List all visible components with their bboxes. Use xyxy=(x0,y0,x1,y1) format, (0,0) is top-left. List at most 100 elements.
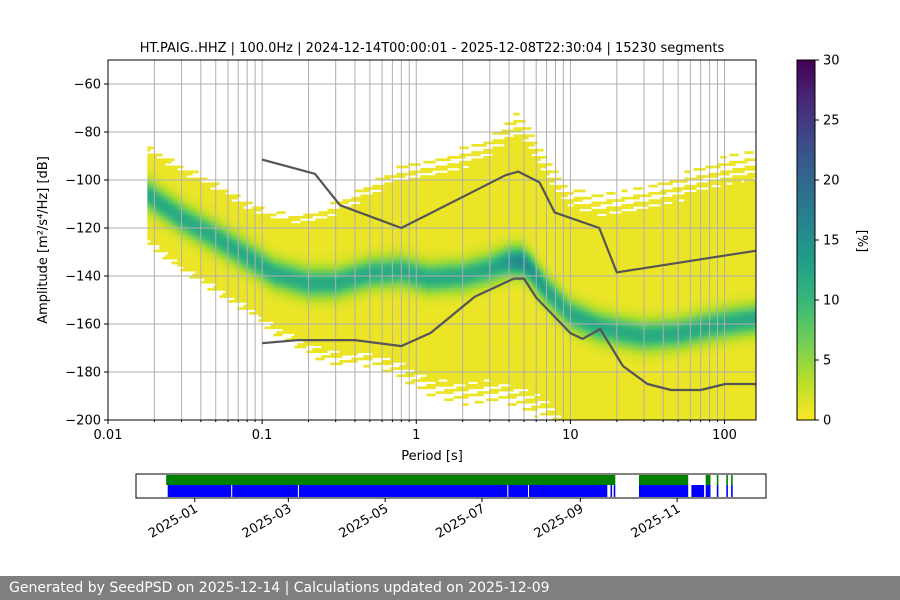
heatmap-cell xyxy=(345,225,349,229)
heatmap-cell xyxy=(381,316,385,320)
heatmap-cell xyxy=(201,201,205,205)
heatmap-cell xyxy=(321,228,325,231)
heatmap-cell xyxy=(327,319,331,322)
heatmap-cell xyxy=(171,211,175,214)
heatmap-cell xyxy=(372,292,376,296)
heatmap-cell xyxy=(264,300,268,303)
heatmap-cell xyxy=(363,218,367,222)
heatmap-cell xyxy=(165,184,169,188)
heatmap-cell xyxy=(354,314,358,318)
heatmap-cell xyxy=(360,307,364,310)
heatmap-cell xyxy=(198,261,202,265)
heatmap-cell xyxy=(306,225,310,229)
heatmap-cell xyxy=(183,244,187,248)
heatmap-cell xyxy=(405,355,409,358)
heatmap-cell xyxy=(411,331,415,334)
heatmap-cell xyxy=(372,314,376,318)
heatmap-cell xyxy=(156,228,160,231)
heatmap-cell xyxy=(405,189,409,193)
heatmap-cell xyxy=(297,216,301,219)
heatmap-cell xyxy=(192,196,196,200)
heatmap-cell xyxy=(342,326,346,330)
heatmap-cell xyxy=(309,266,313,270)
heatmap-cell xyxy=(381,345,385,349)
heatmap-cell xyxy=(312,348,316,351)
heatmap-cell xyxy=(363,348,367,351)
heatmap-cell xyxy=(378,240,382,243)
heatmap-cell xyxy=(411,357,415,361)
heatmap-cell xyxy=(258,225,262,229)
heatmap-cell xyxy=(183,249,187,253)
heatmap-cell xyxy=(405,230,409,234)
heatmap-cell xyxy=(324,292,328,296)
heatmap-cell xyxy=(282,244,286,248)
heatmap-cell xyxy=(381,244,385,248)
heatmap-cell xyxy=(306,256,310,260)
heatmap-cell xyxy=(282,264,286,267)
heatmap-cell xyxy=(312,268,316,272)
heatmap-cell xyxy=(381,319,385,322)
heatmap-cell xyxy=(174,184,178,188)
heatmap-cell xyxy=(387,297,391,301)
heatmap-cell xyxy=(363,285,367,289)
heatmap-cell xyxy=(348,254,352,258)
heatmap-cell xyxy=(231,204,235,207)
heatmap-cell xyxy=(342,280,346,284)
heatmap-cell xyxy=(171,175,175,178)
heatmap-cell xyxy=(213,216,217,219)
heatmap-cell xyxy=(231,242,235,246)
heatmap-cell xyxy=(402,336,406,339)
heatmap-cell xyxy=(336,290,340,294)
heatmap-cell xyxy=(315,316,319,320)
heatmap-cell xyxy=(363,242,367,246)
heatmap-cell xyxy=(348,326,352,330)
heatmap-cell xyxy=(345,218,349,222)
heatmap-cell xyxy=(381,300,385,303)
heatmap-cell xyxy=(213,259,217,262)
heatmap-cell xyxy=(297,321,301,325)
heatmap-cell xyxy=(327,249,331,253)
heatmap-cell xyxy=(288,232,292,236)
heatmap-cell xyxy=(177,247,181,250)
heatmap-cell xyxy=(177,175,181,178)
heatmap-cell xyxy=(258,314,262,318)
heatmap-cell xyxy=(333,331,337,334)
heatmap-cell xyxy=(321,273,325,277)
heatmap-cell xyxy=(288,316,292,320)
heatmap-cell xyxy=(153,240,157,243)
heatmap-cell xyxy=(372,232,376,236)
heatmap-cell xyxy=(207,223,211,226)
heatmap-cell xyxy=(366,230,370,234)
heatmap-cell xyxy=(195,273,199,277)
heatmap-cell xyxy=(192,230,196,234)
heatmap-cell xyxy=(378,220,382,224)
heatmap-cell xyxy=(303,254,307,258)
heatmap-cell xyxy=(342,324,346,327)
heatmap-cell xyxy=(330,319,334,322)
heatmap-cell xyxy=(366,345,370,349)
heatmap-cell xyxy=(336,230,340,234)
heatmap-cell xyxy=(408,374,412,378)
heatmap-cell xyxy=(402,182,406,186)
heatmap-cell xyxy=(153,172,157,176)
heatmap-cell xyxy=(234,285,238,289)
heatmap-cell xyxy=(333,211,337,214)
heatmap-cell xyxy=(264,312,268,315)
heatmap-cell xyxy=(309,288,313,291)
heatmap-cell xyxy=(315,271,319,274)
heatmap-cell xyxy=(246,266,250,270)
heatmap-cell xyxy=(354,256,358,260)
heatmap-cell xyxy=(387,240,391,243)
heatmap-cell xyxy=(258,247,262,250)
heatmap-cell xyxy=(198,271,202,274)
heatmap-cell xyxy=(264,307,268,310)
heatmap-cell xyxy=(357,316,361,320)
heatmap-cell xyxy=(234,249,238,253)
heatmap-cell xyxy=(177,172,181,176)
heatmap-cell xyxy=(168,158,172,162)
heatmap-cell xyxy=(288,309,292,313)
heatmap-cell xyxy=(258,304,262,308)
heatmap-cell xyxy=(405,338,409,342)
heatmap-cell xyxy=(378,314,382,318)
heatmap-column xyxy=(411,163,415,385)
